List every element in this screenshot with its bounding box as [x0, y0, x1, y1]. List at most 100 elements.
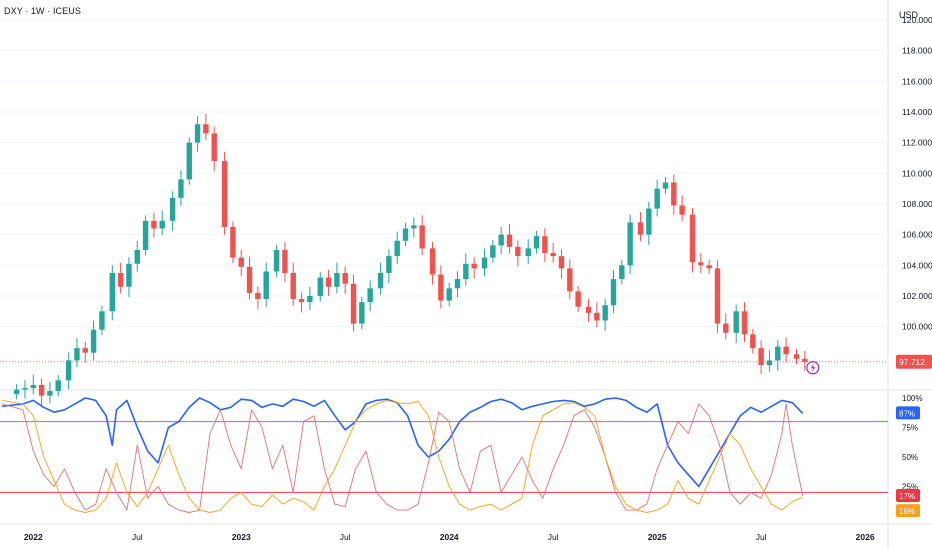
osc-series-blue — [2, 397, 804, 488]
candle-body — [567, 268, 573, 292]
candle-body — [13, 389, 20, 395]
candle-body — [230, 226, 236, 258]
candle-body — [65, 360, 72, 381]
candle-body — [246, 266, 253, 293]
candle-body — [585, 306, 592, 313]
osc-series-orange — [2, 399, 803, 513]
candle-body — [109, 272, 116, 312]
osc-tick-label: 25% — [902, 483, 918, 492]
candle-body — [186, 142, 192, 180]
candle-body — [55, 380, 61, 392]
price-tick-label: 110.000 — [902, 168, 932, 178]
candle-body — [402, 228, 409, 241]
candle-body — [438, 274, 444, 301]
candle-body — [22, 388, 28, 390]
candle-body — [783, 346, 789, 355]
candle-body — [359, 302, 365, 324]
candle-body — [698, 262, 704, 266]
candle-body — [758, 348, 764, 365]
candle-body — [282, 249, 288, 273]
osc-last-value-blue: 87% — [899, 409, 915, 418]
candle-body — [126, 263, 132, 287]
time-tick-label: 2025 — [648, 532, 667, 542]
candle-body — [654, 188, 660, 209]
last-price-label: 97.712 — [899, 357, 925, 367]
candle-body — [307, 295, 313, 303]
candle-body — [637, 222, 644, 235]
candle-body — [646, 208, 652, 235]
osc-tick-label: 50% — [902, 453, 918, 462]
candle-body — [263, 271, 269, 300]
price-tick-label: 104.000 — [902, 260, 932, 270]
candle-body — [151, 220, 157, 229]
osc-last-value-red: 17% — [899, 492, 915, 501]
candle-body — [386, 256, 392, 273]
candle-body — [610, 279, 617, 306]
candle-body — [446, 288, 452, 301]
candle-body — [490, 245, 496, 258]
time-tick-label: Jul — [132, 532, 143, 542]
price-tick-label: 100.000 — [902, 322, 932, 332]
price-tick-label: 120.000 — [902, 15, 932, 25]
candle-body — [334, 272, 340, 287]
candle-body — [662, 182, 669, 189]
candle-body — [74, 348, 80, 361]
candle-body — [525, 248, 531, 257]
osc-tick-label: 75% — [902, 424, 918, 433]
candle-body — [714, 268, 721, 324]
candle-body — [238, 257, 244, 267]
candle-body — [429, 248, 436, 275]
symbol-title: DXY · 1W · ICEUS — [4, 6, 81, 16]
time-tick-label: 2023 — [232, 532, 251, 542]
candle-body — [90, 329, 97, 353]
candle-body — [134, 249, 140, 264]
candle-body — [471, 263, 477, 269]
candle-body — [515, 246, 521, 257]
candle-body — [117, 272, 124, 287]
time-tick-label: Jul — [756, 532, 767, 542]
candle-body — [38, 384, 45, 396]
osc-last-value-red-badge — [896, 488, 920, 502]
candle-body — [558, 256, 565, 269]
time-tick-label: 2024 — [440, 532, 459, 542]
candle-body — [298, 299, 305, 303]
candle-body — [47, 391, 53, 396]
time-tick-label: Jul — [548, 532, 559, 542]
candle-body — [394, 240, 400, 257]
candle-body — [142, 220, 149, 250]
price-tick-label: 114.000 — [902, 107, 932, 117]
candle-body — [350, 283, 357, 324]
candle-body — [290, 272, 296, 300]
price-tick-label: 112.000 — [902, 138, 932, 148]
candle-body — [723, 323, 729, 333]
time-tick-label: 2026 — [856, 532, 875, 542]
candle-body — [766, 360, 773, 365]
candle-body — [419, 225, 425, 249]
candle-body — [793, 354, 800, 359]
candle-body — [481, 257, 488, 269]
candle-body — [498, 234, 504, 246]
price-tick-label: 116.000 — [902, 76, 932, 86]
candle-body — [602, 305, 608, 321]
candle-body — [550, 253, 556, 257]
price-tick-label: 106.000 — [902, 230, 932, 240]
candle-body — [802, 358, 808, 362]
candle-body — [317, 277, 323, 296]
osc-last-value-blue-badge — [896, 406, 920, 420]
price-tick-label: 102.000 — [902, 291, 932, 301]
candle-body — [750, 334, 756, 349]
candle-body — [454, 279, 461, 289]
candle-body — [775, 346, 781, 361]
osc-last-value-orange: 16% — [899, 507, 915, 516]
last-price-badge — [896, 354, 932, 369]
candle-body — [178, 179, 184, 198]
candle-body — [741, 311, 748, 335]
candle-body — [463, 263, 469, 280]
candle-body — [533, 236, 540, 249]
candle-body — [203, 124, 209, 134]
price-tick-label: 108.000 — [902, 199, 932, 209]
candle-body — [159, 220, 165, 229]
candle-body — [194, 124, 201, 143]
candle-body — [211, 133, 217, 162]
